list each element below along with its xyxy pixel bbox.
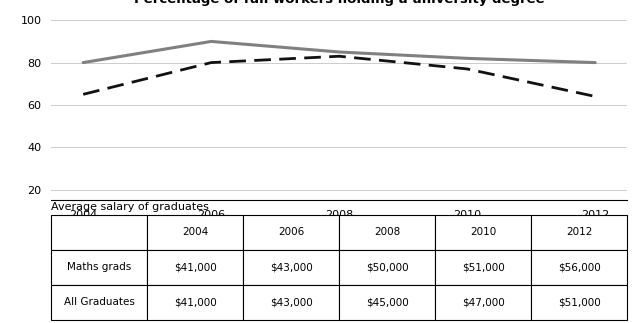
Text: 2004: 2004 [182, 227, 209, 237]
Text: All Graduates: All Graduates [64, 297, 134, 307]
Text: $41,000: $41,000 [174, 262, 216, 272]
Text: 2010: 2010 [470, 227, 497, 237]
Text: 2006: 2006 [278, 227, 305, 237]
Text: Maths grads: Maths grads [67, 262, 131, 272]
Text: $43,000: $43,000 [270, 262, 312, 272]
Text: Average salary of graduates: Average salary of graduates [51, 202, 209, 212]
Text: $56,000: $56,000 [558, 262, 600, 272]
Text: $47,000: $47,000 [462, 297, 504, 307]
Text: 2012: 2012 [566, 227, 593, 237]
Text: $50,000: $50,000 [366, 262, 408, 272]
Text: 2008: 2008 [374, 227, 401, 237]
Text: $51,000: $51,000 [558, 297, 600, 307]
Legend: Maths Graduates, All Graduates: Maths Graduates, All Graduates [157, 248, 429, 267]
Text: $41,000: $41,000 [174, 297, 216, 307]
Text: $51,000: $51,000 [462, 262, 504, 272]
Text: $43,000: $43,000 [270, 297, 312, 307]
Text: $45,000: $45,000 [366, 297, 408, 307]
Title: Percentage of full workers holding a university degree: Percentage of full workers holding a uni… [134, 0, 545, 6]
